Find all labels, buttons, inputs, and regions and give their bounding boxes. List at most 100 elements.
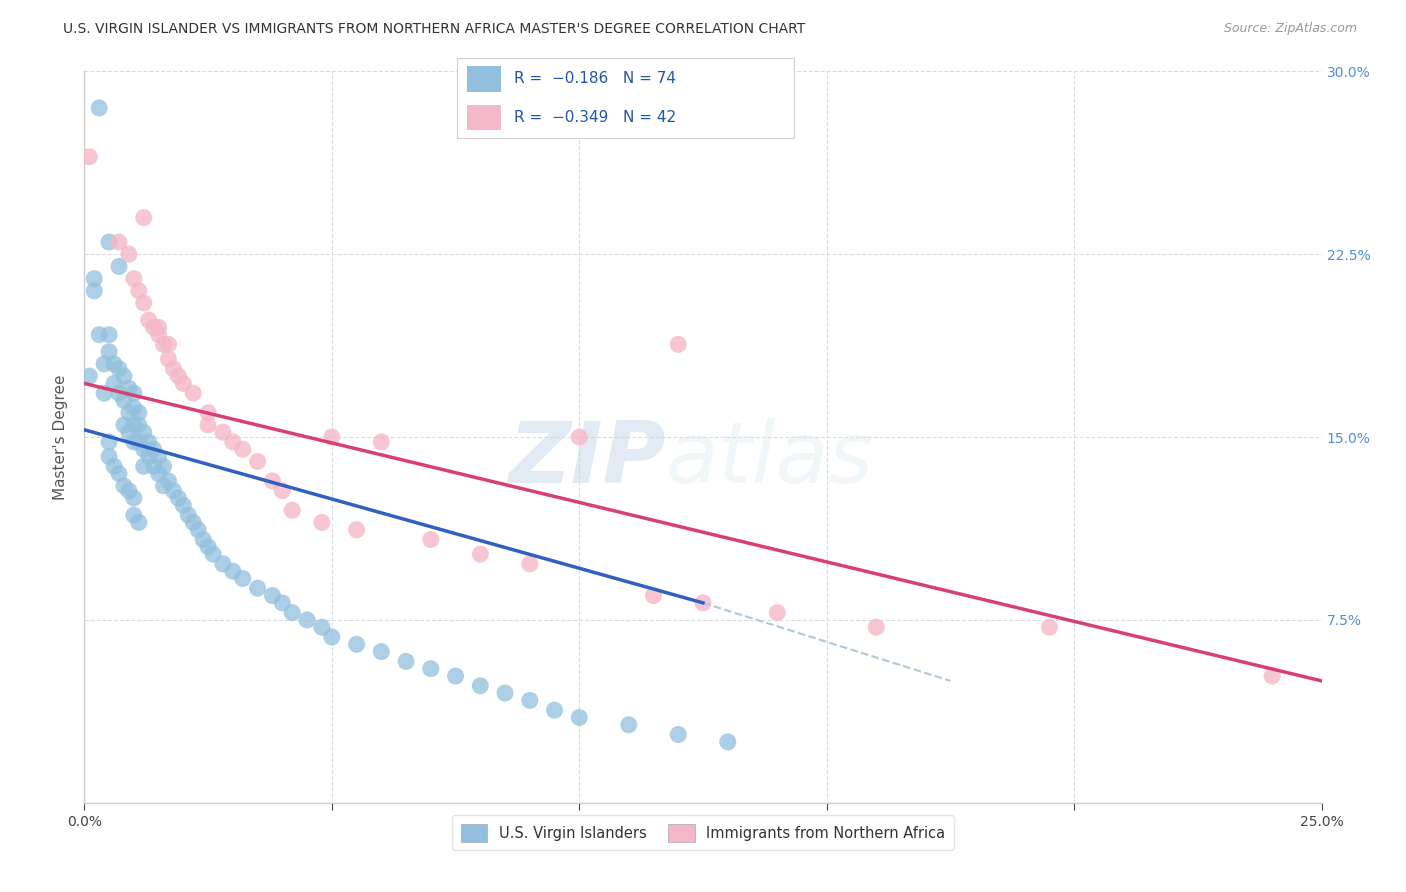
Point [148,467,170,481]
Point [89,327,111,342]
Point [118,483,141,498]
Point [666,727,689,741]
Point [128,406,150,420]
Point [470,547,492,561]
Point [98,235,121,249]
Point [112,417,135,432]
Point [321,430,343,444]
Point [222,434,245,449]
Point [717,735,740,749]
Point [197,406,219,420]
Point [103,376,125,391]
Point [187,523,209,537]
Point [162,361,184,376]
Point [118,381,141,395]
Bar [467,104,501,130]
Point [152,459,174,474]
Point [89,101,111,115]
Point [568,710,591,724]
Point [370,645,392,659]
Point [321,630,343,644]
Point [79,369,101,384]
Point [212,425,235,440]
Point [519,693,541,707]
Point [346,523,368,537]
Point [132,296,155,310]
Point [172,499,194,513]
Y-axis label: Master's Degree: Master's Degree [53,375,69,500]
Legend: U.S. Virgin Islanders, Immigrants from Northern Africa: U.S. Virgin Islanders, Immigrants from N… [451,815,955,850]
Point [157,352,180,367]
Point [167,369,190,384]
Point [568,430,591,444]
Point [98,344,121,359]
Text: Source: ZipAtlas.com: Source: ZipAtlas.com [1223,22,1357,36]
Point [172,376,194,391]
Point [311,516,333,530]
Point [122,508,145,522]
Point [122,434,145,449]
Point [83,284,105,298]
Point [692,596,714,610]
Point [138,313,160,327]
Point [108,386,131,401]
Text: atlas: atlas [666,417,875,500]
Point [128,434,150,449]
Point [108,260,131,274]
Point [148,450,170,464]
Point [79,150,101,164]
Point [128,417,150,432]
Point [157,474,180,488]
Point [181,516,204,530]
Point [1261,669,1284,683]
Point [212,557,235,571]
Point [419,662,441,676]
Point [346,637,368,651]
Point [118,406,141,420]
Point [295,613,318,627]
Point [395,654,418,668]
Point [202,547,225,561]
Point [148,320,170,334]
Point [262,589,284,603]
Point [191,533,214,547]
Point [132,211,155,225]
Point [138,434,160,449]
Point [246,581,269,595]
Point [112,393,135,408]
Point [519,557,541,571]
Text: U.S. VIRGIN ISLANDER VS IMMIGRANTS FROM NORTHERN AFRICA MASTER'S DEGREE CORRELAT: U.S. VIRGIN ISLANDER VS IMMIGRANTS FROM … [63,22,806,37]
Point [865,620,887,634]
Point [617,718,640,732]
Point [543,703,565,717]
Point [93,386,115,401]
Point [93,357,115,371]
Point [281,606,304,620]
Point [281,503,304,517]
Point [108,235,131,249]
Point [370,434,392,449]
Point [222,564,245,578]
Point [197,417,219,432]
Point [766,606,789,620]
Point [419,533,441,547]
Point [103,357,125,371]
Point [152,337,174,351]
Point [262,474,284,488]
Point [142,459,165,474]
Point [157,337,180,351]
Point [152,479,174,493]
Point [122,271,145,285]
Point [128,284,150,298]
Point [232,572,254,586]
Point [444,669,467,683]
Point [311,620,333,634]
Point [197,540,219,554]
Point [643,589,665,603]
Point [132,459,155,474]
Point [122,401,145,415]
Point [122,386,145,401]
Point [132,442,155,457]
Point [271,596,294,610]
Point [142,320,165,334]
